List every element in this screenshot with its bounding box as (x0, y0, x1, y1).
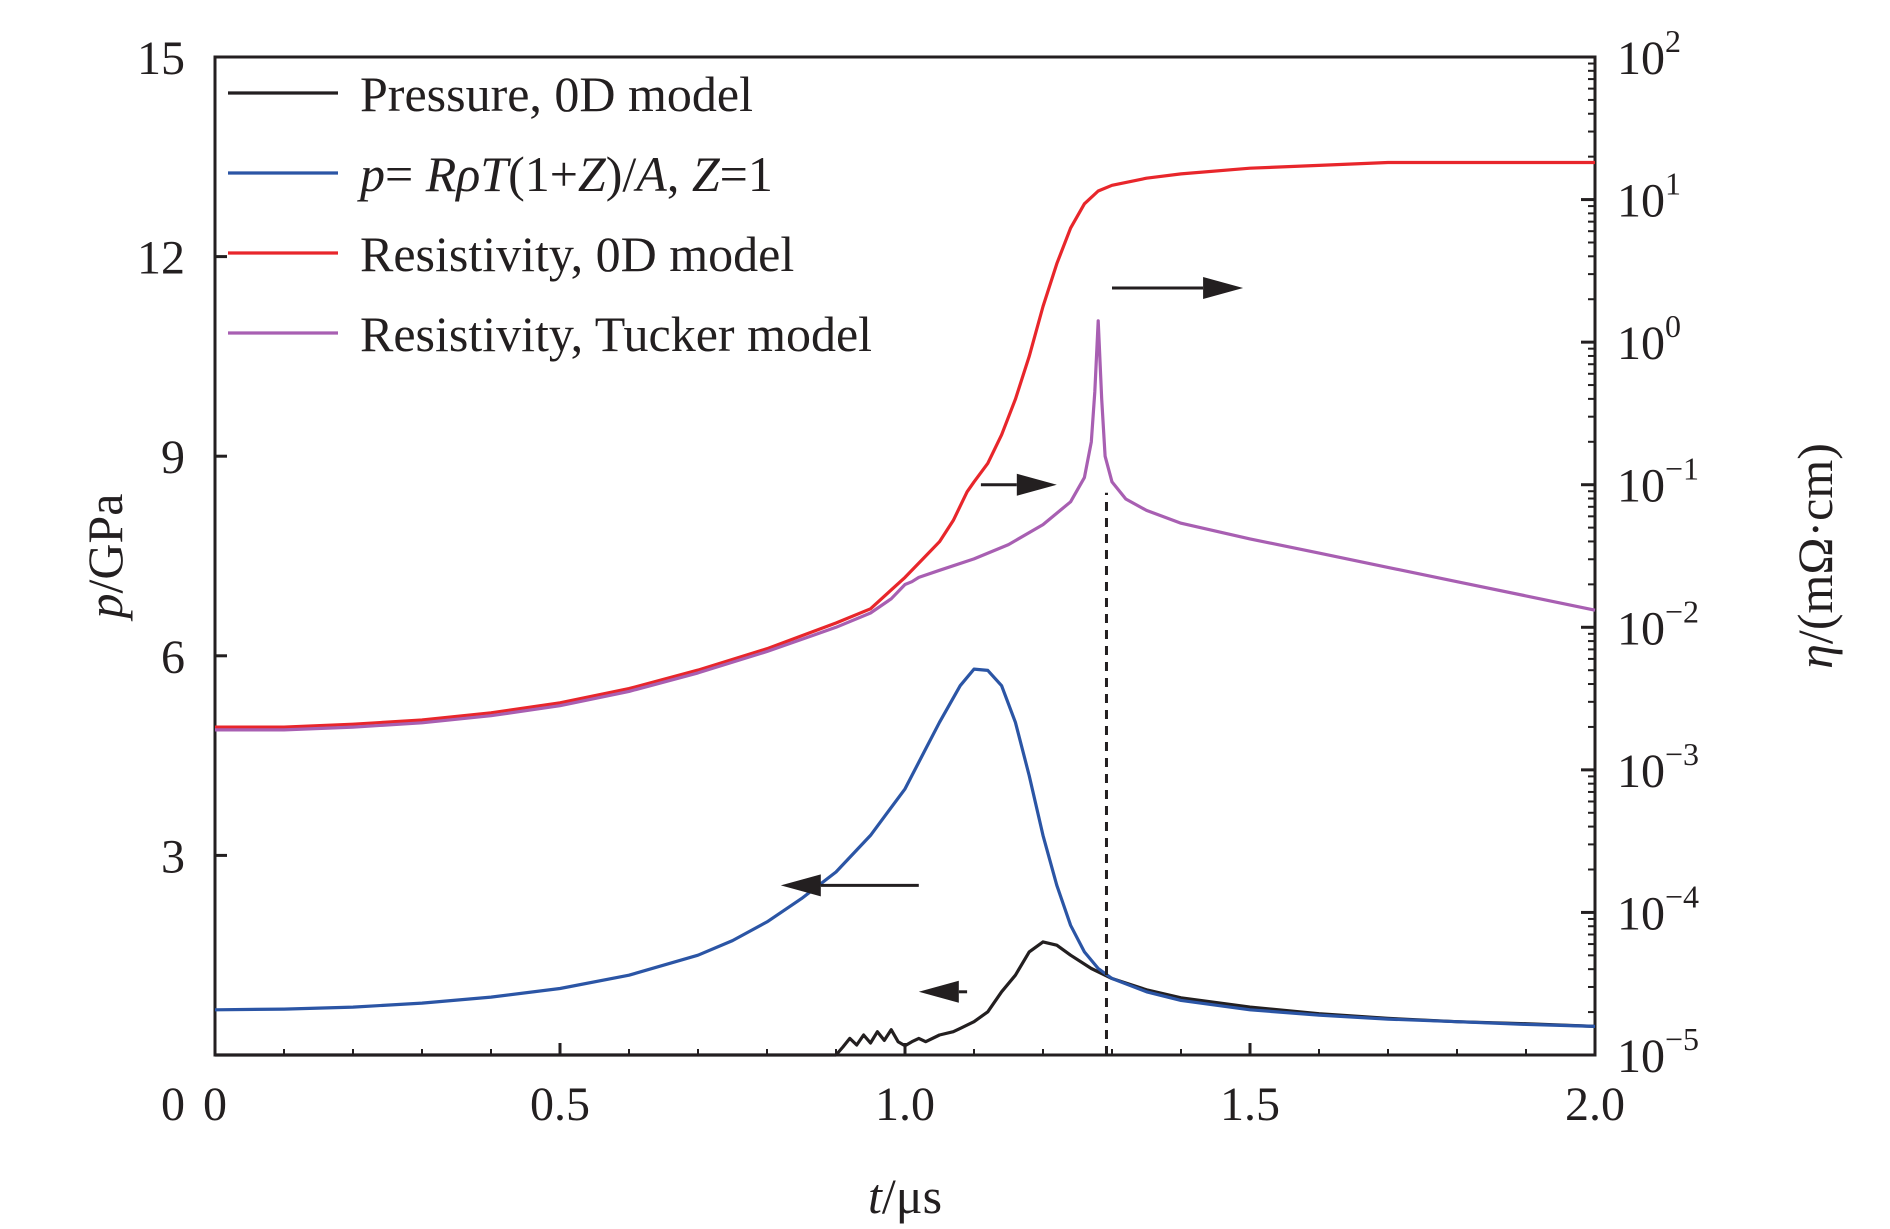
y-right-tick-label: 10−5 (1617, 1021, 1699, 1083)
x-tick-label: 1.0 (875, 1078, 935, 1131)
arrow-left-1 (780, 874, 919, 897)
y-left-tick-label: 15 (137, 32, 185, 85)
plot-frame (213, 55, 1597, 1057)
arrow-left-2 (918, 980, 968, 1003)
arrow-head (1016, 473, 1057, 496)
y-right-tick-label: 100 (1617, 308, 1681, 370)
arrow-right-4 (1112, 276, 1244, 299)
series-line-3 (215, 160, 1595, 729)
legend-label: Resistivity, Tucker model (360, 306, 872, 362)
legend-entry-4: Resistivity, Tucker model (228, 306, 872, 362)
y-right-tick-label: 102 (1617, 23, 1681, 85)
y-left-axis-title: p/GPa (77, 494, 133, 622)
legend-label: Pressure, 0D model (360, 66, 753, 122)
y-right-tick-label: 10−4 (1617, 878, 1699, 940)
series-line-4 (215, 319, 1596, 732)
x-tick-label: 0.5 (530, 1078, 590, 1131)
series-line-1 (215, 940, 1596, 1057)
y-left-tick-label: 12 (137, 232, 185, 285)
arrow-right-3 (980, 473, 1057, 496)
series-line-2 (214, 667, 1596, 1028)
y-right-tick-label: 101 (1617, 166, 1681, 228)
legend-label: Resistivity, 0D model (360, 226, 794, 282)
x-tick-label: 1.5 (1220, 1078, 1280, 1131)
y-right-axis-title: η/(mΩ·cm) (1787, 443, 1843, 669)
legend-entry-3: Resistivity, 0D model (228, 226, 794, 282)
x-tick-label: 0 (203, 1078, 227, 1131)
arrow-head (1203, 276, 1244, 299)
arrow-head (780, 874, 821, 897)
legend-entry-1: Pressure, 0D model (228, 66, 753, 122)
x-tick-label: 2.0 (1565, 1078, 1625, 1131)
y-right-tick-label: 10−2 (1617, 593, 1699, 655)
legend-label: p= RρT(1+Z)/A, Z=1 (357, 146, 773, 202)
y-right-tick-label: 10−1 (1617, 451, 1699, 513)
legend-entry-2: p= RρT(1+Z)/A, Z=1 (228, 146, 773, 202)
y-left-tick-label: 3 (161, 830, 185, 883)
arrow-head (918, 980, 959, 1003)
y-left-tick-label: 9 (161, 431, 185, 484)
y-left-tick-label: 0 (161, 1078, 185, 1131)
x-axis-title: t/μs (868, 1168, 942, 1224)
y-left-tick-label: 6 (161, 631, 185, 684)
y-right-tick-label: 10−3 (1617, 736, 1699, 798)
